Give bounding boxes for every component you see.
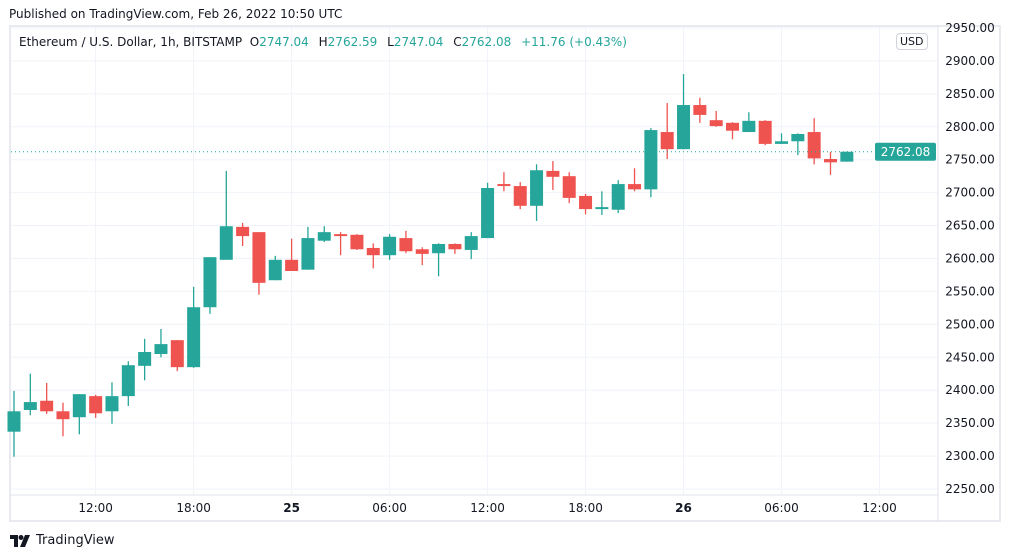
price-tick-label: 2450.00 xyxy=(945,350,995,364)
candle-down xyxy=(726,122,740,131)
candle-up xyxy=(775,141,789,144)
time-tick-label: 12:00 xyxy=(470,501,505,515)
brand-name: TradingView xyxy=(36,533,115,548)
published-caption: Published on TradingView.com, Feb 26, 20… xyxy=(9,7,343,21)
candle-up xyxy=(7,411,21,432)
candle-up xyxy=(105,396,119,412)
price-tick-label: 2550.00 xyxy=(945,284,995,298)
candle-up xyxy=(677,105,691,150)
low-value: 2747.04 xyxy=(393,35,444,49)
time-tick-label: 12:00 xyxy=(78,501,113,515)
candle-down xyxy=(285,259,299,272)
close-value: 2762.08 xyxy=(461,35,512,49)
price-tick-label: 2650.00 xyxy=(945,219,995,233)
candle-down xyxy=(546,170,560,177)
time-tick-label: 18:00 xyxy=(176,501,211,515)
candle-down xyxy=(40,400,54,412)
close-label: C xyxy=(453,35,462,49)
candle-down xyxy=(170,340,184,368)
candle-up xyxy=(154,344,168,354)
candle-up xyxy=(301,238,315,270)
candle-down xyxy=(709,120,723,127)
candle-down xyxy=(399,238,413,252)
candle-up xyxy=(432,244,446,254)
price-tick-label: 2250.00 xyxy=(945,482,995,496)
candle-down xyxy=(758,120,772,144)
candle-up xyxy=(219,226,233,260)
time-tick-label: 25 xyxy=(283,501,300,515)
time-tick-label: 06:00 xyxy=(372,501,407,515)
candle-down xyxy=(513,186,527,206)
candle-up xyxy=(595,207,609,210)
tradingview-logo[interactable]: TradingView xyxy=(10,533,115,548)
candle-up xyxy=(187,307,201,368)
candle-down xyxy=(693,105,707,115)
last-price-label: 2762.08 xyxy=(881,145,931,159)
candle-down xyxy=(824,159,837,163)
price-tick-label: 2400.00 xyxy=(945,383,995,397)
candle-down xyxy=(334,234,348,237)
candle-down xyxy=(579,195,593,210)
candle-down xyxy=(660,132,674,150)
candle-down xyxy=(89,396,103,414)
candle-down xyxy=(628,184,642,190)
time-tick-label: 26 xyxy=(675,501,692,515)
candle-down xyxy=(562,176,576,198)
candle-down xyxy=(350,234,364,250)
candle-up xyxy=(791,134,805,142)
high-label: H xyxy=(318,35,328,49)
candle-up xyxy=(611,184,625,210)
high-value: 2762.59 xyxy=(327,35,378,49)
candle-up xyxy=(840,151,854,162)
last-price-badge xyxy=(875,142,936,161)
candle-up xyxy=(464,236,478,250)
candle-down xyxy=(252,232,266,283)
candle-down xyxy=(497,184,511,187)
time-tick-label: 18:00 xyxy=(568,501,603,515)
price-tick-label: 2950.00 xyxy=(945,21,995,35)
candle-up xyxy=(23,402,37,410)
candle-up xyxy=(383,236,397,256)
candle-up xyxy=(317,232,331,241)
ohlc-legend: Ethereum / U.S. Dollar, 1h, BITSTAMP O27… xyxy=(19,35,633,49)
time-tick-label: 06:00 xyxy=(764,501,799,515)
currency-button[interactable]: USD xyxy=(896,33,928,50)
candle-up xyxy=(481,188,495,239)
open-value: 2747.04 xyxy=(259,35,309,49)
candle-up xyxy=(268,259,282,281)
low-label: L xyxy=(387,35,394,49)
price-tick-label: 2700.00 xyxy=(945,186,995,200)
chart-frame xyxy=(9,25,1001,522)
candle-up xyxy=(72,394,86,418)
price-tick-label: 2600.00 xyxy=(945,251,995,265)
tradingview-logo-icon xyxy=(10,534,30,547)
candle-down xyxy=(448,244,462,250)
price-tick-label: 2350.00 xyxy=(945,416,995,430)
candle-down xyxy=(236,226,250,237)
candle-up xyxy=(203,257,217,308)
candle-up xyxy=(530,170,544,206)
change-value: +11.76 (+0.43%) xyxy=(521,35,627,49)
time-tick-label: 12:00 xyxy=(862,501,897,515)
candle-up xyxy=(644,130,658,190)
candle-up xyxy=(138,352,152,366)
candle-down xyxy=(56,411,70,420)
candle-down xyxy=(415,249,429,254)
price-tick-label: 2500.00 xyxy=(945,317,995,331)
price-tick-label: 2300.00 xyxy=(945,449,995,463)
candle-up xyxy=(121,365,135,397)
price-tick-label: 2900.00 xyxy=(945,54,995,68)
candle-up xyxy=(742,120,756,133)
price-tick-label: 2750.00 xyxy=(945,153,995,167)
candle-down xyxy=(807,132,821,159)
candle-down xyxy=(366,247,380,256)
price-tick-label: 2800.00 xyxy=(945,120,995,134)
symbol-title: Ethereum / U.S. Dollar, 1h, BITSTAMP xyxy=(19,35,243,49)
price-tick-label: 2850.00 xyxy=(945,87,995,101)
open-label: O xyxy=(249,35,260,49)
